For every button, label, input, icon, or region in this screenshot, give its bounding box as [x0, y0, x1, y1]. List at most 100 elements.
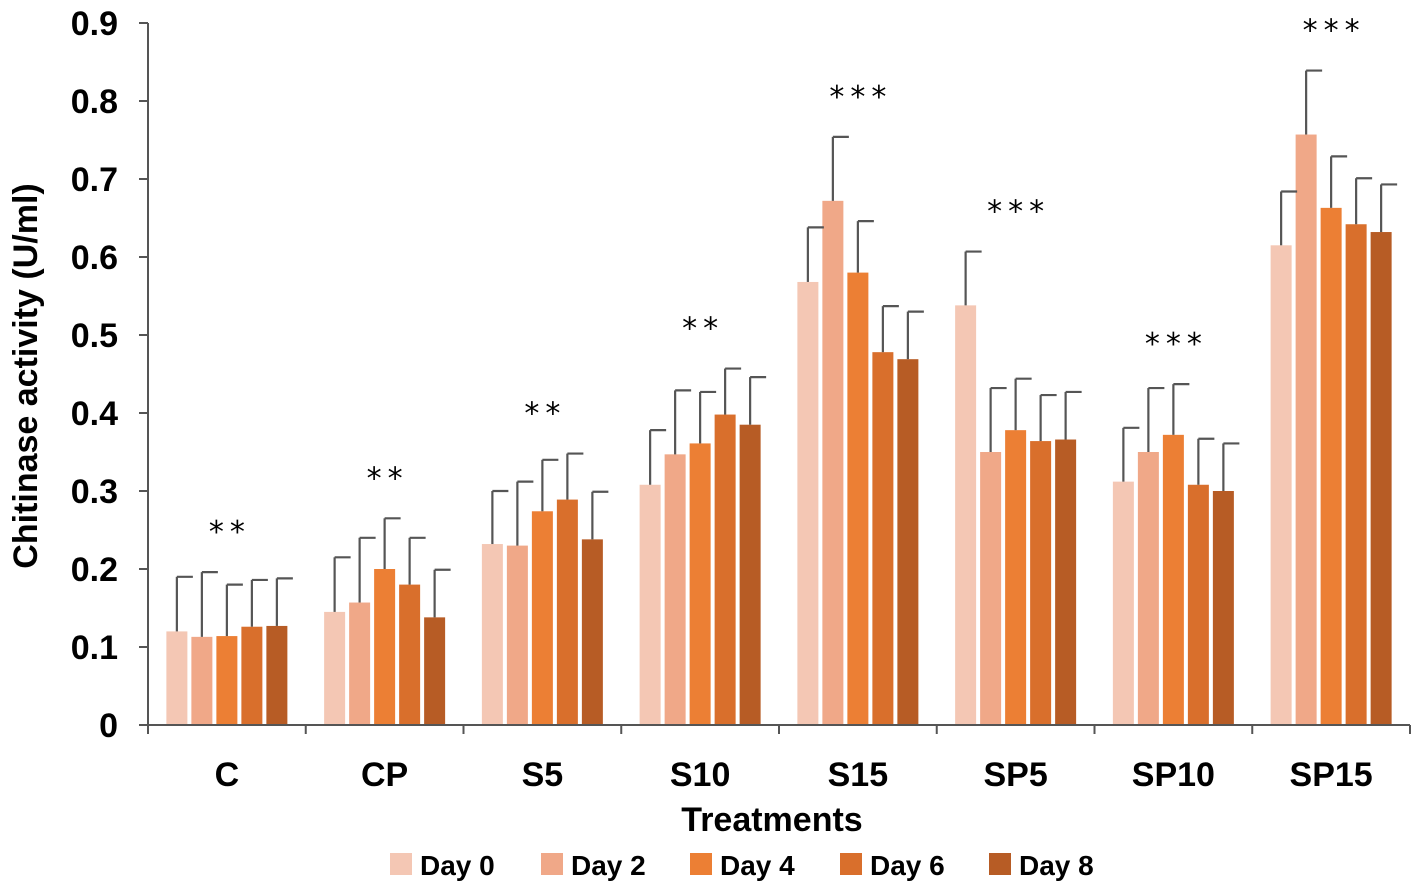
significance-marker: **: [524, 397, 566, 432]
x-tick-label: SP15: [1290, 756, 1373, 794]
bar-sp10-day-2: [1137, 452, 1159, 725]
legend-swatch: [541, 853, 563, 875]
bar-s5-day-4: [531, 511, 553, 725]
error-bar-sp15-day-8: [1380, 183, 1398, 233]
bar-c-day-6: [241, 626, 263, 725]
legend-label: Day 0: [420, 850, 495, 881]
x-axis-title: Treatments: [681, 801, 862, 839]
error-bar-sp10-day-8: [1222, 442, 1240, 491]
error-bar-c-day-6: [250, 578, 268, 627]
x-tick-label: SP5: [983, 756, 1047, 794]
bar-s10-day-4: [689, 443, 711, 725]
y-tick-label: 0.8: [71, 83, 118, 121]
error-bar-sp5-day-6: [1039, 393, 1057, 442]
error-bar-sp15-day-6: [1355, 177, 1373, 225]
error-bar-s15-day-2: [831, 135, 849, 201]
error-bar-s5-day-8: [591, 490, 609, 540]
bar-s15-day-0: [797, 281, 819, 725]
significance-marker: **: [682, 312, 724, 347]
error-bar-s5-day-6: [566, 452, 584, 500]
legend-label: Day 4: [720, 850, 795, 881]
bar-c-day-4: [216, 636, 238, 725]
bar-sp10-day-8: [1212, 491, 1234, 725]
error-bar-s5-day-0: [491, 489, 509, 545]
bar-c-day-8: [266, 625, 288, 725]
error-bar-cp-day-6: [408, 536, 426, 585]
legend-item-day-0: Day 0: [390, 850, 495, 881]
bar-s15-day-6: [872, 352, 894, 725]
bar-sp10-day-4: [1162, 434, 1184, 725]
error-bar-sp5-day-4: [1014, 377, 1032, 431]
legend-swatch: [390, 853, 412, 875]
error-bar-cp-day-2: [358, 536, 376, 603]
legend-item-day-6: Day 6: [840, 850, 945, 881]
bar-cp-day-6: [399, 584, 421, 725]
bar-sp5-day-0: [955, 305, 977, 725]
bar-sp10-day-6: [1187, 484, 1209, 725]
error-bar-sp10-day-2: [1147, 386, 1165, 452]
error-bar-s10-day-8: [749, 376, 767, 425]
y-tick-label: 0.4: [71, 395, 118, 433]
x-tick-label: S5: [522, 756, 564, 794]
legend-item-day-8: Day 8: [989, 850, 1094, 881]
bar-cp-day-0: [324, 611, 346, 725]
bar-s15-day-2: [822, 200, 844, 726]
bar-s15-day-8: [897, 359, 919, 725]
y-tick-label: 0.2: [71, 551, 118, 589]
axes-layer: [139, 22, 1411, 734]
bar-cp-day-4: [374, 569, 396, 725]
x-tick-label: S10: [670, 756, 731, 794]
bars-layer: [166, 134, 1392, 726]
error-bar-sp10-day-6: [1197, 437, 1215, 485]
significance-marker: ***: [987, 195, 1050, 230]
error-bar-c-day-2: [200, 571, 218, 637]
bar-s10-day-0: [639, 484, 661, 725]
error-bar-sp5-day-0: [964, 250, 982, 306]
bar-c-day-0: [166, 631, 188, 725]
bar-s5-day-0: [481, 544, 503, 725]
y-tick-label: 0.7: [71, 161, 118, 199]
error-bar-sp15-day-4: [1330, 155, 1348, 208]
legend-swatch: [989, 853, 1011, 875]
error-bar-s5-day-4: [541, 458, 559, 512]
bar-s5-day-8: [581, 539, 603, 725]
bar-sp15-day-8: [1370, 232, 1392, 726]
error-bar-s5-day-2: [516, 480, 534, 546]
bar-s10-day-2: [664, 454, 686, 725]
x-tick-label: C: [215, 756, 240, 794]
error-bar-s10-day-0: [649, 429, 667, 485]
bar-c-day-2: [191, 636, 213, 725]
y-tick-label: 0: [99, 707, 118, 745]
bar-sp15-day-2: [1295, 134, 1317, 726]
bar-s15-day-4: [847, 272, 869, 725]
y-tick-label: 0.9: [71, 5, 118, 43]
legend-item-day-2: Day 2: [541, 850, 646, 881]
error-bar-s15-day-8: [906, 310, 924, 360]
bar-sp5-day-2: [980, 452, 1002, 725]
legend-label: Day 8: [1019, 850, 1094, 881]
error-bar-sp15-day-0: [1280, 190, 1298, 246]
y-tick-label: 0.5: [71, 317, 118, 355]
error-bar-s15-day-6: [881, 305, 899, 353]
legend-label: Day 2: [571, 850, 646, 881]
error-bar-c-day-8: [275, 577, 293, 626]
bar-s5-day-6: [556, 499, 578, 725]
error-bars-layer: [175, 69, 1398, 637]
error-bar-sp5-day-8: [1064, 390, 1082, 440]
error-bar-sp10-day-4: [1172, 383, 1190, 435]
bar-s5-day-2: [506, 545, 528, 725]
error-bar-s10-day-2: [674, 389, 692, 455]
bar-cp-day-8: [424, 617, 446, 725]
error-bar-sp10-day-0: [1122, 426, 1140, 482]
error-bar-c-day-0: [175, 575, 193, 632]
significance-marker: ***: [829, 80, 892, 115]
bar-cp-day-2: [349, 602, 371, 725]
error-bar-s15-day-0: [806, 226, 824, 282]
y-tick-label: 0.3: [71, 473, 118, 511]
significance-marker: **: [367, 461, 409, 496]
x-tick-label: CP: [361, 756, 408, 794]
bar-sp5-day-8: [1055, 439, 1077, 725]
significance-marker: **: [209, 515, 251, 550]
y-tick-label: 0.6: [71, 239, 118, 277]
